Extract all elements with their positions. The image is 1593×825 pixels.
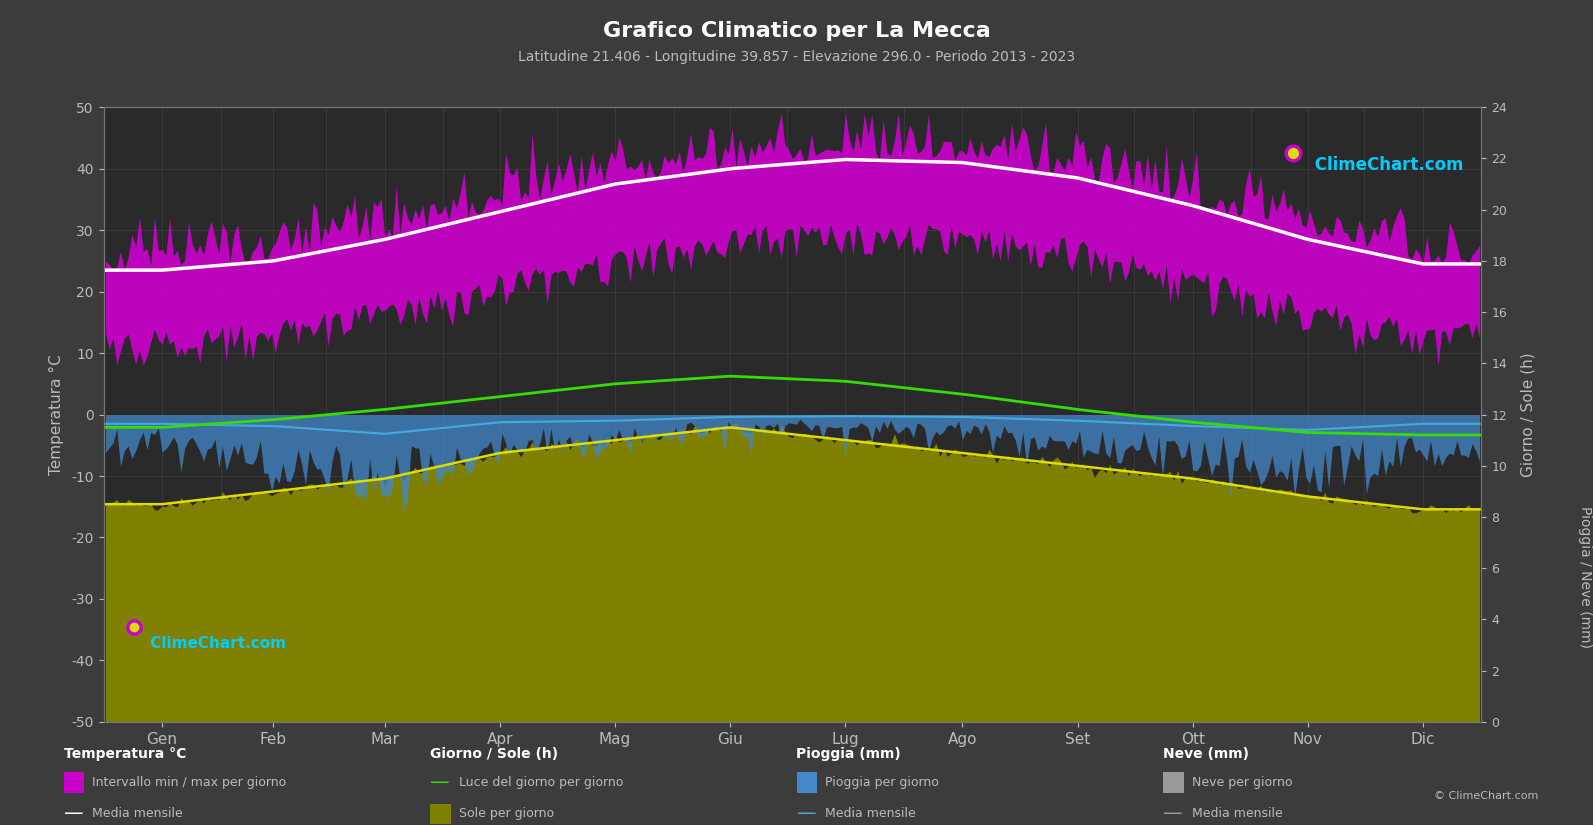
Text: Neve (mm): Neve (mm) [1163,747,1249,761]
Text: Intervallo min / max per giorno: Intervallo min / max per giorno [92,776,287,789]
Text: Pioggia / Neve (mm): Pioggia / Neve (mm) [1579,507,1591,648]
Text: © ClimeChart.com: © ClimeChart.com [1434,791,1539,801]
Text: Grafico Climatico per La Mecca: Grafico Climatico per La Mecca [602,21,991,40]
Text: Media mensile: Media mensile [92,807,183,820]
Text: Sole per giorno: Sole per giorno [459,807,554,820]
Text: Neve per giorno: Neve per giorno [1192,776,1292,789]
Text: Latitudine 21.406 - Longitudine 39.857 - Elevazione 296.0 - Periodo 2013 - 2023: Latitudine 21.406 - Longitudine 39.857 -… [518,50,1075,64]
Text: Media mensile: Media mensile [1192,807,1282,820]
Text: —: — [1163,804,1182,823]
Text: Pioggia per giorno: Pioggia per giorno [825,776,938,789]
Text: ClimeChart.com: ClimeChart.com [1309,157,1464,174]
Y-axis label: Temperatura °C: Temperatura °C [49,354,64,475]
Text: Temperatura °C: Temperatura °C [64,747,186,761]
Y-axis label: Giorno / Sole (h): Giorno / Sole (h) [1521,352,1536,477]
Text: Giorno / Sole (h): Giorno / Sole (h) [430,747,558,761]
Text: ClimeChart.com: ClimeChart.com [145,636,285,651]
Text: —: — [430,772,449,792]
Text: —: — [796,804,816,823]
Text: Pioggia (mm): Pioggia (mm) [796,747,902,761]
Text: Luce del giorno per giorno: Luce del giorno per giorno [459,776,623,789]
Text: Media mensile: Media mensile [825,807,916,820]
Text: —: — [64,804,83,823]
